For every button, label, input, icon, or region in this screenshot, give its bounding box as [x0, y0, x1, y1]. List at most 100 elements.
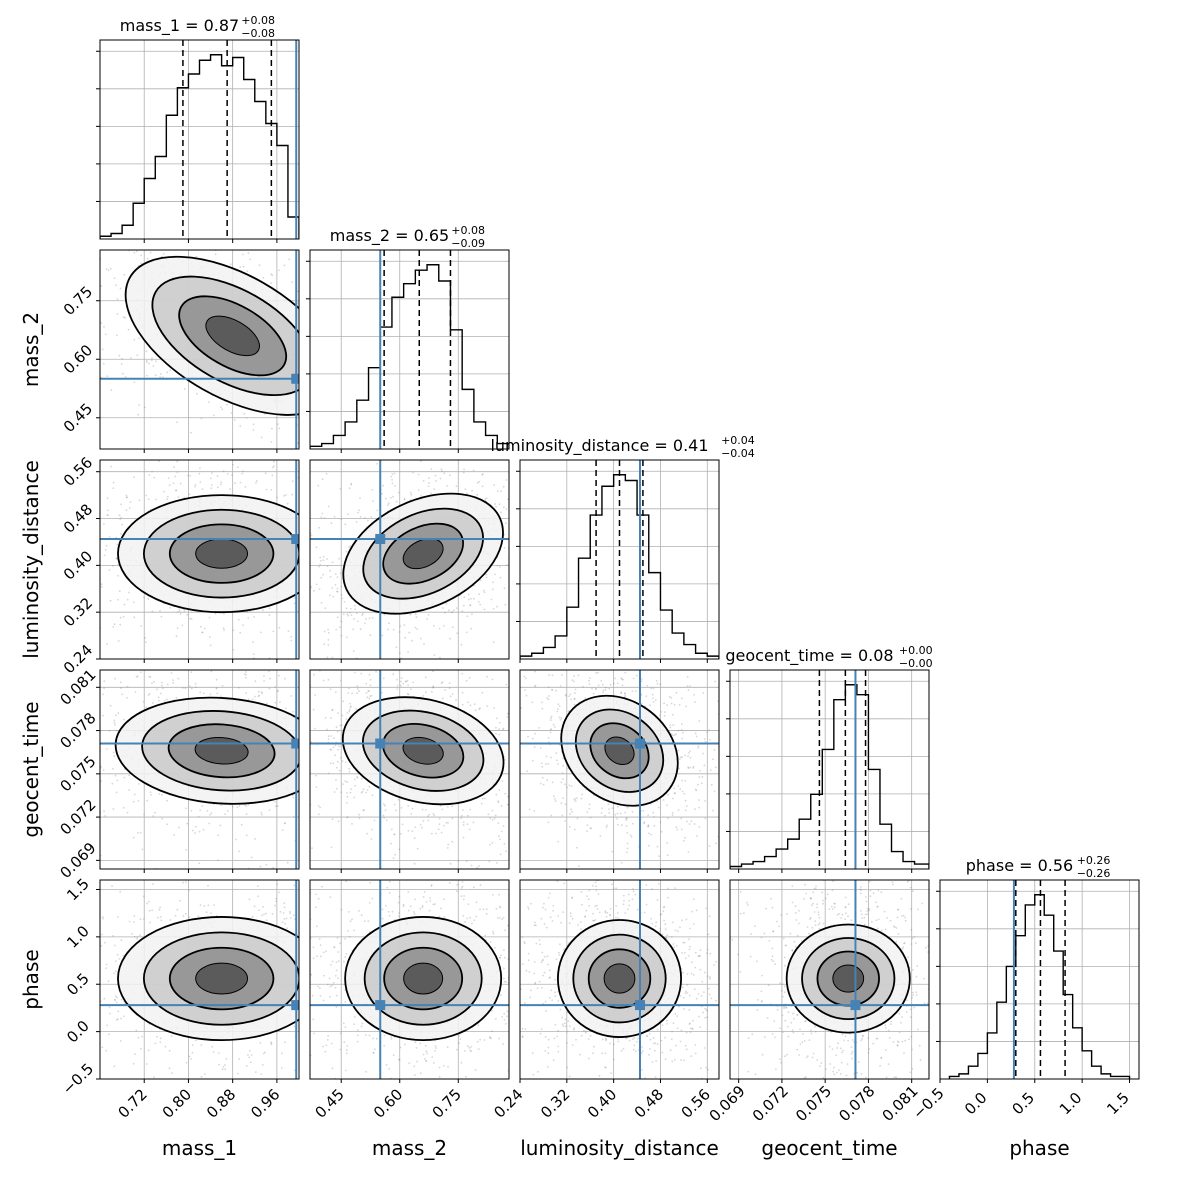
contour: [403, 962, 444, 995]
title-plus: +0.04: [721, 434, 755, 447]
title-minus: −0.00: [899, 657, 933, 670]
panel-frame: [309, 249, 510, 450]
x-tick-label: 0.069: [706, 1082, 749, 1125]
truth-marker: [291, 373, 299, 384]
x-tick-label: 0.075: [792, 1082, 835, 1125]
y-tick-label: 0.072: [56, 796, 99, 839]
title-minus: −0.26: [1077, 867, 1111, 880]
histogram-step-phase: [948, 894, 1131, 1079]
panel-frame: [99, 669, 300, 870]
truth-marker: [850, 1000, 861, 1011]
x-tick-label: 0.5: [1008, 1089, 1038, 1119]
joint-panel-mass_2-luminosity_distance: [309, 459, 510, 663]
x-tick-label: 0.80: [159, 1085, 195, 1121]
y-tick-label: 0.75: [60, 283, 96, 319]
truth-marker: [291, 534, 299, 545]
panel-frame: [309, 879, 510, 1080]
x-axis-label-luminosity_distance: luminosity_distance: [520, 1136, 719, 1160]
panel-frame: [519, 459, 720, 660]
y-tick-label: 0.5: [63, 969, 93, 999]
panel-frame: [729, 669, 930, 870]
x-tick-label: 0.40: [584, 1085, 620, 1121]
x-tick-label: 0.45: [312, 1085, 348, 1121]
truth-marker: [375, 738, 386, 749]
title-mass_2: mass_2 = 0.65: [330, 226, 449, 246]
x-tick-label: 0.96: [247, 1085, 283, 1121]
title-minus: −0.09: [451, 237, 485, 250]
y-axis-label-mass_2: mass_2: [19, 312, 43, 387]
hist-panel-luminosity_distance: luminosity_distance = 0.41 +0.04−0.04: [490, 434, 755, 663]
x-tick-label: 1.0: [1056, 1089, 1086, 1119]
hist-panel-phase: phase = 0.56 +0.26−0.26−0.5 0.0 0.5 1.0 1.5ph…: [909, 854, 1140, 1160]
y-tick-label: 0.078: [56, 709, 99, 752]
joint-panel-mass_1-mass_2: 0.45 0.60 0.75 mass_2: [19, 249, 300, 453]
panel-frame: [99, 879, 300, 1080]
panel-frame: [99, 459, 300, 660]
truth-marker: [634, 1000, 645, 1011]
joint-panel-luminosity_distance-geocent_time: [519, 669, 720, 873]
panel-frame: [309, 459, 510, 660]
joint-panel-mass_2-phase: 0.45 0.60 0.75 mass_2: [309, 879, 510, 1160]
density: [100, 670, 299, 869]
y-tick-label: 0.48: [60, 500, 96, 536]
title-plus: +0.00: [899, 644, 933, 657]
y-tick-label: 0.60: [60, 341, 96, 377]
density: [310, 460, 509, 659]
title-minus: −0.08: [241, 27, 275, 40]
x-tick-label: 0.078: [835, 1082, 878, 1125]
hist-panel-geocent_time: geocent_time = 0.08 +0.00−0.00: [725, 644, 933, 873]
y-tick-label: 0.0: [63, 1017, 93, 1047]
x-axis-label-mass_2: mass_2: [372, 1136, 447, 1160]
title-plus: +0.08: [241, 14, 275, 27]
title-minus: −0.04: [721, 447, 755, 460]
panel-frame: [939, 879, 1140, 1080]
x-tick-label: 0.60: [370, 1085, 406, 1121]
title-luminosity_distance: luminosity_distance = 0.41: [490, 436, 708, 456]
y-tick-label: 0.081: [56, 666, 99, 709]
x-tick-label: 0.072: [749, 1082, 792, 1125]
x-axis-label-phase: phase: [1009, 1136, 1069, 1160]
panel-frame: [99, 249, 300, 450]
y-tick-label: 0.56: [60, 454, 96, 490]
density: [100, 880, 299, 1079]
y-tick-label: −0.5: [59, 1060, 97, 1098]
y-tick-label: 0.40: [60, 547, 96, 583]
y-axis-label-luminosity_distance: luminosity_distance: [19, 460, 43, 659]
x-tick-label: 0.75: [429, 1085, 465, 1121]
density: [310, 670, 509, 869]
title-mass_1: mass_1 = 0.87: [120, 16, 239, 36]
hist-panel-mass_2: mass_2 = 0.65 +0.08−0.09: [306, 224, 510, 453]
y-axis-label-phase: phase: [19, 949, 43, 1009]
contour: [195, 538, 249, 569]
y-axis-label-geocent_time: geocent_time: [19, 701, 43, 837]
x-tick-label: 0.32: [537, 1085, 573, 1121]
histogram-step-geocent_time: [730, 684, 929, 869]
density: [520, 670, 719, 869]
x-tick-label: 0.88: [203, 1085, 239, 1121]
y-tick-label: 0.075: [56, 752, 99, 795]
y-tick-label: 0.32: [60, 594, 96, 630]
y-tick-label: 0.45: [60, 400, 96, 436]
x-axis-label-mass_1: mass_1: [162, 1136, 237, 1160]
x-tick-label: 0.24: [490, 1085, 526, 1121]
x-tick-label: 1.5: [1103, 1089, 1133, 1119]
truth-marker: [375, 534, 386, 545]
contour: [832, 964, 865, 993]
title-phase: phase = 0.56: [966, 856, 1073, 875]
joint-panel-mass_2-geocent_time: [309, 669, 510, 873]
contour: [603, 963, 636, 994]
density: [730, 880, 929, 1079]
truth-marker: [291, 738, 299, 749]
density: [310, 880, 509, 1079]
density: [100, 250, 299, 449]
title-plus: +0.26: [1077, 854, 1111, 867]
panel-frame: [519, 879, 720, 1080]
panel-frame: [309, 669, 510, 870]
panel-frame: [519, 669, 720, 870]
density: [100, 460, 299, 659]
x-tick-label: 0.48: [631, 1085, 667, 1121]
